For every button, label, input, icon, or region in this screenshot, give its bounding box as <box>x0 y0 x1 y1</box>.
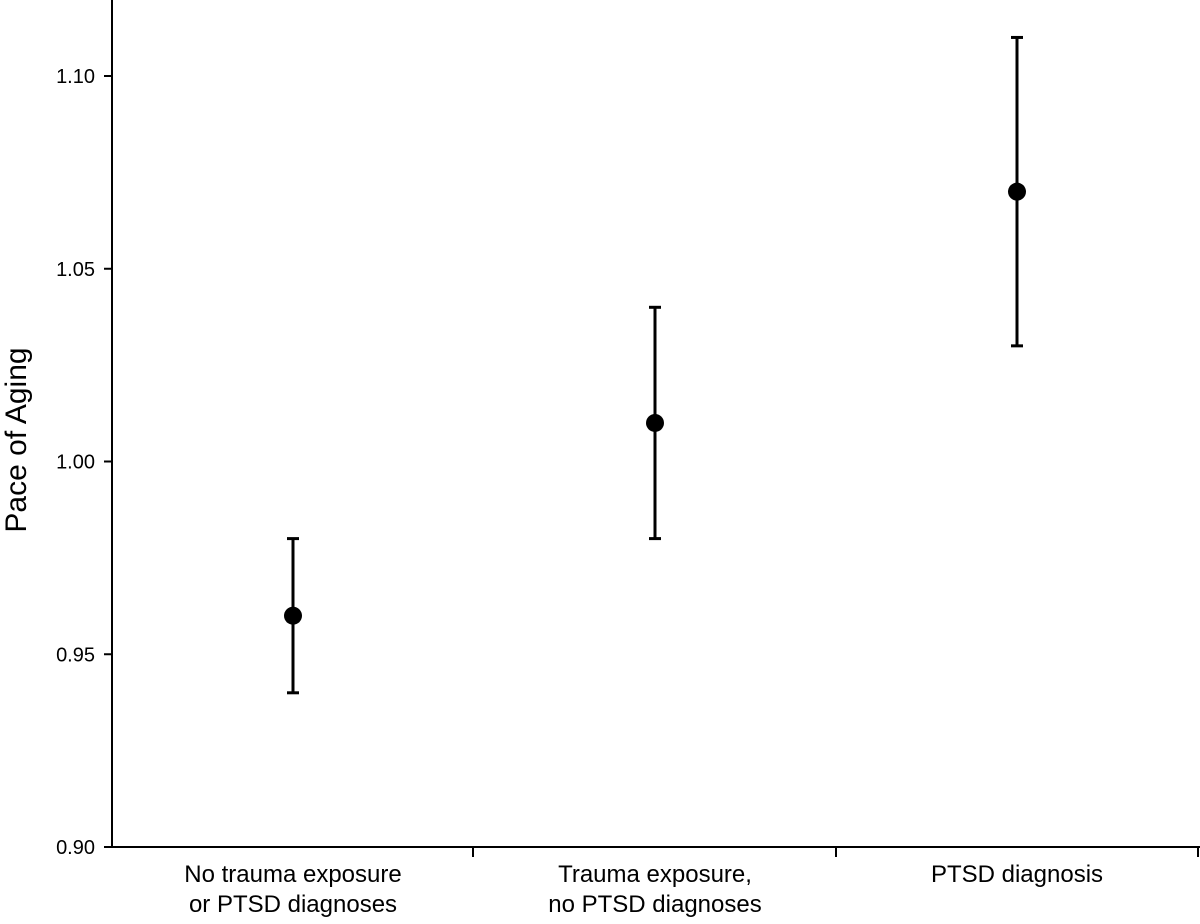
x-category-label-line: PTSD diagnosis <box>931 861 1103 888</box>
y-axis-title: Pace of Aging <box>0 347 33 532</box>
data-point <box>1008 182 1026 201</box>
axes <box>104 0 1200 857</box>
x-category-label-line: No trauma exposure <box>184 861 401 888</box>
data-point-group <box>1008 35 1026 348</box>
x-category-label-line: Trauma exposure, <box>558 861 752 888</box>
data-point <box>284 606 302 625</box>
x-category-label: PTSD diagnosis <box>931 861 1103 888</box>
y-tick-label: 0.95 <box>56 644 95 666</box>
y-tick-label: 1.00 <box>56 452 95 474</box>
data-point <box>646 413 664 432</box>
data-point-group <box>646 305 664 541</box>
data-point-group <box>284 537 302 695</box>
x-category-label-line: or PTSD diagnoses <box>189 891 397 918</box>
x-category-label-line: no PTSD diagnoses <box>548 891 761 918</box>
x-category-label: Trauma exposure, no PTSD diagnoses <box>548 861 761 918</box>
x-category-label: No trauma exposure or PTSD diagnoses <box>184 861 401 918</box>
y-tick-label: 0.90 <box>56 837 95 859</box>
labels: 0.90 0.95 1.00 1.05 1.10 No trauma exposure or… <box>0 66 1103 918</box>
y-tick-label: 1.10 <box>56 66 95 88</box>
y-tick-label: 1.05 <box>56 259 95 281</box>
data-marks <box>284 35 1026 695</box>
